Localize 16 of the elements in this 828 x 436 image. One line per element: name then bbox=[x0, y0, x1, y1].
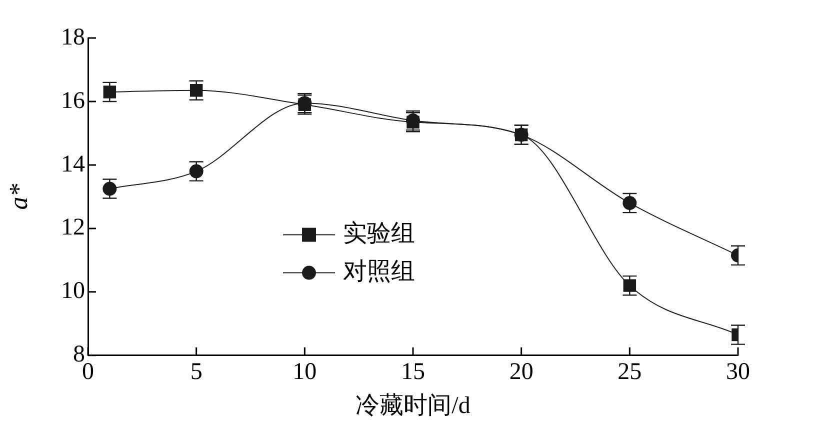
x-tick-label: 20 bbox=[509, 359, 534, 386]
x-tick-label: 0 bbox=[82, 359, 94, 386]
y-tick-label: 18 bbox=[61, 24, 85, 50]
legend-label: 实验组 bbox=[343, 220, 415, 248]
legend-label: 对照组 bbox=[343, 259, 415, 286]
x-tick-label: 30 bbox=[726, 359, 750, 386]
x-tick-label: 25 bbox=[618, 359, 642, 386]
x-axis-title: 冷藏时间/d bbox=[356, 392, 470, 419]
y-axis-title: a* bbox=[4, 184, 33, 210]
y-tick-label: 14 bbox=[61, 151, 85, 178]
y-tick-label: 10 bbox=[61, 278, 85, 304]
y-tick-label: 16 bbox=[61, 88, 85, 114]
x-tick-label: 15 bbox=[401, 359, 425, 386]
y-tick-label: 12 bbox=[61, 214, 85, 241]
x-tick-label: 10 bbox=[292, 359, 317, 386]
x-tick-label: 5 bbox=[190, 359, 202, 386]
